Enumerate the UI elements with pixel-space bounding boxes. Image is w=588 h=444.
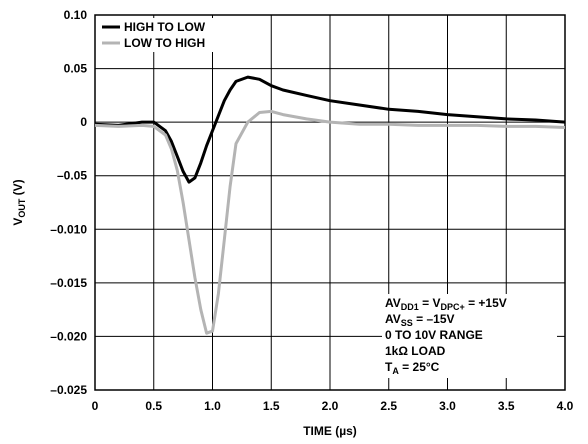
x-tick-label: 0: [92, 399, 99, 413]
y-tick-label: –0.010: [50, 222, 87, 236]
y-tick-label: –0.020: [50, 329, 87, 343]
data-line: [94, 75, 566, 184]
x-tick-label: 1.5: [263, 399, 280, 413]
legend-box: [98, 18, 246, 52]
x-tick-label: 3.5: [498, 399, 515, 413]
x-tick-label: 0.5: [145, 399, 162, 413]
x-tick-label: 2.0: [322, 399, 339, 413]
y-tick-label: –0.015: [50, 276, 87, 290]
y-tick-label: 0.10: [64, 8, 88, 22]
y-tick-label: –0.05: [57, 169, 87, 183]
annotation-line-part: 1kΩ LOAD: [385, 344, 446, 358]
annotation-line-part: T: [385, 360, 393, 374]
x-tick-label: 2.5: [380, 399, 397, 413]
annotation-line-part: A: [392, 366, 399, 376]
x-axis-label: TIME (µs): [303, 424, 357, 438]
y-tick-label: –0.025: [50, 383, 87, 397]
x-tick-label: 3.0: [439, 399, 456, 413]
annotation-line: AVDD1 = VDPC+ = +15V: [385, 296, 507, 312]
annotation-box: [382, 294, 557, 378]
annotation-line-part: = V: [419, 296, 441, 310]
annotation-line-part: = +15V: [465, 296, 507, 310]
x-tick-label: 4.0: [557, 399, 574, 413]
legend-label: HIGH TO LOW: [124, 20, 206, 34]
annotation-line-part: = –15V: [413, 312, 455, 326]
annotation-line-part: AV: [385, 296, 401, 310]
x-tick-label: 1.0: [204, 399, 221, 413]
y-axis-label-part: (V): [11, 179, 25, 198]
y-axis-label: VOUT (V): [11, 179, 27, 225]
annotation-line: TA = 25°C: [385, 360, 440, 376]
y-tick-label: 0.05: [64, 62, 88, 76]
data-line: [94, 109, 566, 335]
y-axis-label-part: OUT: [17, 198, 27, 218]
annotation-line-part: = 25°C: [399, 360, 440, 374]
annotation-line-part: DD1: [401, 302, 419, 312]
annotation-line-part: AV: [385, 312, 401, 326]
annotation-line: 0 TO 10V RANGE: [385, 328, 483, 342]
annotation-line-part: SS: [401, 318, 413, 328]
y-axis-label-part: V: [11, 218, 25, 226]
y-tick-label: 0: [80, 115, 87, 129]
annotation-line-part: DPC+: [440, 302, 464, 312]
annotation-line: 1kΩ LOAD: [385, 344, 446, 358]
annotation-line-part: 0 TO 10V RANGE: [385, 328, 483, 342]
legend-label: LOW TO HIGH: [124, 36, 205, 50]
annotation-line: AVSS = –15V: [385, 312, 455, 328]
